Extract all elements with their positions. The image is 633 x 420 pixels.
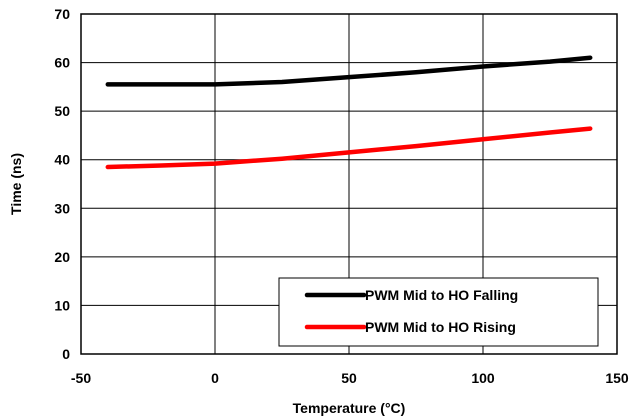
series-lines (105, 55, 593, 170)
x-axis-title: Temperature (°C) (293, 400, 406, 416)
y-tick-label: 60 (54, 55, 70, 71)
y-tick-label: 70 (54, 6, 70, 22)
x-tick-label: -50 (71, 370, 91, 386)
y-tick-label: 50 (54, 103, 70, 119)
legend: PWM Mid to HO Falling PWM Mid to HO Risin… (278, 277, 599, 347)
y-tick-label: 0 (62, 346, 70, 362)
legend-box (278, 277, 599, 347)
y-tick-label: 20 (54, 249, 70, 265)
x-tick-labels: -50 0 50 100 150 (71, 370, 629, 386)
y-axis-title: Time (ns) (8, 153, 24, 215)
legend-label-1: PWM Mid to HO Rising (365, 319, 516, 335)
y-tick-label: 10 (54, 297, 70, 313)
x-tick-label: 100 (471, 370, 495, 386)
plot-area (80, 13, 618, 355)
series-line-1 (105, 126, 593, 170)
y-tick-labels: 0 10 20 30 40 50 60 70 (54, 6, 70, 362)
legend-label-0: PWM Mid to HO Falling (365, 287, 518, 303)
x-tick-label: 50 (341, 370, 357, 386)
series-line-0 (105, 55, 593, 87)
x-tick-label: 0 (211, 370, 219, 386)
y-tick-label: 40 (54, 152, 70, 168)
x-tick-label: 150 (605, 370, 629, 386)
y-tick-label: 30 (54, 200, 70, 216)
